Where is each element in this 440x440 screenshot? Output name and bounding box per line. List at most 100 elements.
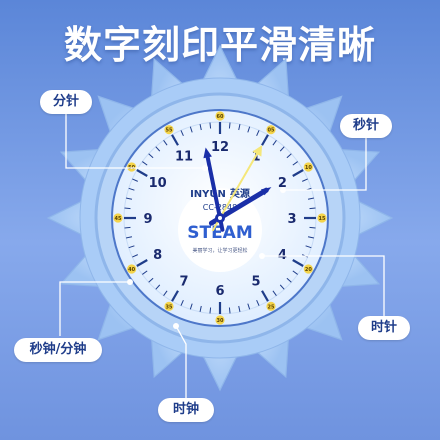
minute-number: 40: [128, 267, 135, 273]
minute-badge: [127, 264, 137, 274]
brand-name: INYUN: [190, 189, 226, 200]
minute-badge: [164, 301, 174, 311]
minute-badge: [215, 111, 225, 121]
minute-tick: [247, 126, 251, 133]
minute-tick: [124, 207, 131, 210]
minute-tick: [307, 236, 315, 239]
minute-badge: [303, 264, 313, 274]
minute-tick: [155, 284, 161, 290]
hour-number: 9: [143, 212, 152, 227]
center-pin-cap: [218, 216, 222, 220]
minute-tick: [132, 254, 138, 258]
minute-tick: [292, 169, 304, 177]
minute-badge: [113, 213, 123, 223]
minute-tick: [163, 140, 168, 146]
callout-hour-hand: 时针: [358, 316, 410, 340]
minute-number: 60: [217, 114, 224, 120]
minute-tick: [286, 153, 292, 159]
minute-tick: [163, 290, 168, 296]
minute-tick: [292, 161, 298, 166]
minute-tick: [142, 270, 148, 275]
minute-tick: [286, 277, 292, 283]
callout-second-hand: 秒针: [340, 114, 392, 138]
hour-number: 12: [211, 140, 229, 155]
minute-number: 25: [268, 304, 275, 310]
minute-tick: [228, 307, 231, 314]
minute-tick: [171, 134, 179, 146]
center-caption: 美丽学习，让学习更轻松: [192, 247, 247, 254]
minute-badge: [127, 162, 137, 172]
minute-number: 30: [217, 318, 224, 324]
minute-badge: [164, 125, 174, 135]
minute-tick: [228, 122, 231, 129]
callout-dots: [127, 165, 286, 329]
steam-logo: STEAM: [187, 223, 253, 243]
minute-number: 20: [305, 267, 312, 273]
minute-tick: [125, 236, 133, 239]
minute-tick: [279, 284, 285, 290]
minute-tick: [307, 197, 315, 200]
minute-tick: [272, 140, 277, 146]
minute-hand-tip: [203, 147, 212, 159]
minute-tick: [171, 290, 179, 302]
minute-tick: [256, 130, 260, 136]
minute-tick: [256, 300, 260, 306]
minute-badge: [303, 162, 313, 172]
minute-number: 15: [319, 216, 326, 222]
minute-tick: [309, 207, 316, 210]
minute-tick: [136, 169, 148, 177]
hour-hand-tip: [260, 187, 272, 196]
callout-second-minute: 秒钟/分钟: [14, 338, 102, 362]
minute-tick: [305, 245, 312, 249]
minute-tick: [132, 178, 138, 182]
hour-number: 10: [149, 176, 167, 191]
model-number: CC-2848: [203, 203, 237, 212]
minute-number: 05: [268, 128, 275, 134]
hour-number: 3: [287, 212, 296, 227]
minute-number: 55: [166, 128, 173, 134]
minute-badge: [215, 315, 225, 325]
hour-number: 5: [251, 274, 260, 289]
center-disc: [178, 188, 262, 272]
brand-name-cn: 英源: [229, 187, 250, 200]
minute-tick: [199, 305, 202, 313]
minute-tick: [261, 290, 269, 302]
minute-tick: [136, 259, 148, 267]
hour-number: 8: [153, 248, 162, 263]
minute-tick: [148, 277, 154, 283]
minute-tick: [279, 146, 285, 152]
minute-badge: [266, 125, 276, 135]
minute-tick: [180, 130, 184, 136]
minute-tick: [238, 123, 241, 131]
second-hand-tip: [252, 145, 262, 157]
minute-tick: [292, 259, 304, 267]
minute-tick: [209, 122, 212, 129]
minute-tick: [272, 290, 277, 296]
minute-tick: [199, 123, 202, 131]
minute-tick: [302, 178, 308, 182]
minute-tick: [142, 161, 148, 166]
minute-ticks: [124, 122, 316, 314]
minute-tick: [309, 226, 316, 229]
callout-clock: 时钟: [158, 398, 214, 422]
callout-lines: [59, 104, 385, 406]
minute-tick: [189, 126, 193, 133]
minute-tick: [189, 303, 193, 310]
minute-tick: [238, 305, 241, 313]
minute-badge: [317, 213, 327, 223]
hour-number: 2: [278, 176, 287, 191]
minute-tick: [261, 134, 269, 146]
minute-tick: [148, 153, 154, 159]
minute-badge: [266, 301, 276, 311]
minute-number: 10: [305, 165, 312, 171]
minute-tick: [128, 187, 135, 191]
minute-tick: [128, 245, 135, 249]
minute-tick: [292, 270, 298, 275]
minute-tick: [155, 146, 161, 152]
hour-number: 11: [175, 150, 193, 165]
minute-tick: [180, 300, 184, 306]
minute-tick: [247, 303, 251, 310]
